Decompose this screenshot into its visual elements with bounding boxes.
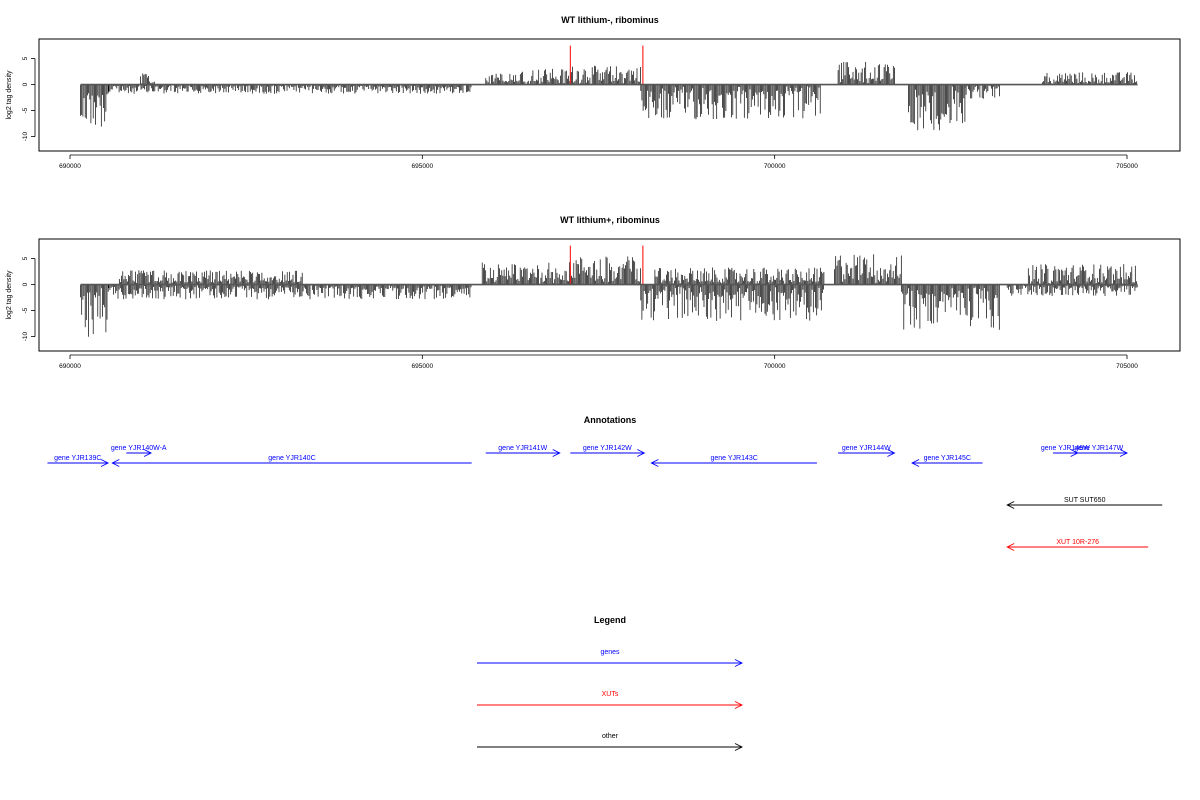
annotation-feature: gene YJR142W [570, 445, 646, 457]
y-tick-label: -5 [22, 307, 29, 313]
y-axis: -10 -5 0 5 [22, 256, 36, 342]
annotation-feature: gene YJR147W [1070, 445, 1129, 457]
track-panel-lithium-minus: WT lithium-, ribominus log2 tag density … [6, 15, 1181, 170]
arrowhead [734, 701, 744, 709]
annotation-features: gene YJR139C gene YJR140W-A gene YJR140C ge… [47, 445, 1163, 551]
x-tick-label: 705000 [1116, 363, 1138, 370]
arrowhead [911, 459, 920, 467]
annotations-title: Annotations [584, 415, 637, 425]
arrowhead [887, 449, 896, 457]
feature-label: gene YJR139C [54, 455, 101, 462]
arrowhead [100, 459, 110, 467]
x-tick-label: 690000 [59, 363, 81, 370]
legend-label: genes [600, 649, 620, 656]
annotation-feature: gene YJR143C [650, 455, 817, 467]
feature-label: gene YJR142W [583, 445, 632, 452]
legend-item: genes [477, 649, 744, 667]
annotation-feature: XUT 10R-276 [1006, 539, 1149, 551]
x-axis: 690000 695000 700000 705000 [59, 354, 1138, 370]
plot-frame [38, 38, 1181, 152]
arrowhead [650, 459, 659, 467]
plot-frame [38, 238, 1181, 352]
y-tick-label: -10 [22, 332, 29, 342]
y-tick-label: -10 [22, 132, 29, 142]
annotation-feature: SUT SUT650 [1006, 497, 1163, 509]
arrowhead [734, 659, 744, 667]
arrowhead [143, 449, 153, 457]
x-tick-label: 700000 [764, 363, 786, 370]
annotation-feature: gene YJR140W-A [111, 445, 167, 457]
y-axis-label: log2 tag density [6, 70, 13, 120]
feature-label: gene YJR140C [268, 455, 315, 462]
arrowhead [734, 743, 744, 751]
legend-item: XUTs [477, 691, 744, 709]
x-tick-label: 705000 [1116, 163, 1138, 170]
track-panel-lithium-plus: WT lithium+, ribominus log2 tag density … [6, 215, 1181, 370]
track-title: WT lithium-, ribominus [561, 15, 659, 25]
legend-label: XUTs [602, 691, 619, 698]
arrowhead [1006, 543, 1015, 551]
feature-label: SUT SUT650 [1064, 497, 1106, 504]
signal-bars [80, 45, 1138, 131]
legend-item: other [477, 733, 744, 751]
signal-bars [80, 245, 1138, 337]
arrowhead [111, 459, 120, 467]
x-tick-label: 690000 [59, 163, 81, 170]
legend-items: genes XUTs other [477, 649, 744, 751]
legend-label: other [602, 733, 619, 740]
y-tick-label: 0 [22, 282, 29, 286]
feature-label: gene YJR144W [842, 445, 891, 452]
feature-label: gene YJR146W [1041, 445, 1090, 452]
legend-title: Legend [594, 615, 626, 625]
annotation-feature: gene YJR139C [47, 455, 110, 467]
y-axis: -10 -5 0 5 [22, 56, 36, 142]
x-tick-label: 695000 [411, 163, 433, 170]
annotation-feature: gene YJR145C [911, 455, 983, 467]
feature-label: gene YJR143C [710, 455, 757, 462]
feature-label: gene YJR140W-A [111, 445, 167, 452]
y-tick-label: 5 [22, 256, 29, 260]
arrowhead [552, 449, 561, 457]
x-axis: 690000 695000 700000 705000 [59, 154, 1138, 170]
feature-label: gene YJR141W [498, 445, 547, 452]
y-tick-label: 5 [22, 56, 29, 60]
feature-label: gene YJR145C [924, 455, 971, 462]
legend: Legend genes XUTs other [477, 615, 744, 751]
arrowhead [1006, 501, 1015, 509]
feature-label: XUT 10R-276 [1056, 539, 1099, 546]
feature-label: gene YJR147W [1074, 445, 1123, 452]
track-title: WT lithium+, ribominus [560, 215, 660, 225]
y-axis-label: log2 tag density [6, 270, 13, 320]
x-tick-label: 700000 [764, 163, 786, 170]
annotation-feature: gene YJR141W [485, 445, 561, 457]
arrowhead [1119, 449, 1129, 457]
y-tick-label: -5 [22, 107, 29, 113]
annotation-feature: gene YJR140C [111, 455, 472, 467]
y-tick-label: 0 [22, 82, 29, 86]
annotation-feature: gene YJR144W [838, 445, 896, 457]
arrowhead [637, 449, 646, 457]
x-tick-label: 695000 [411, 363, 433, 370]
